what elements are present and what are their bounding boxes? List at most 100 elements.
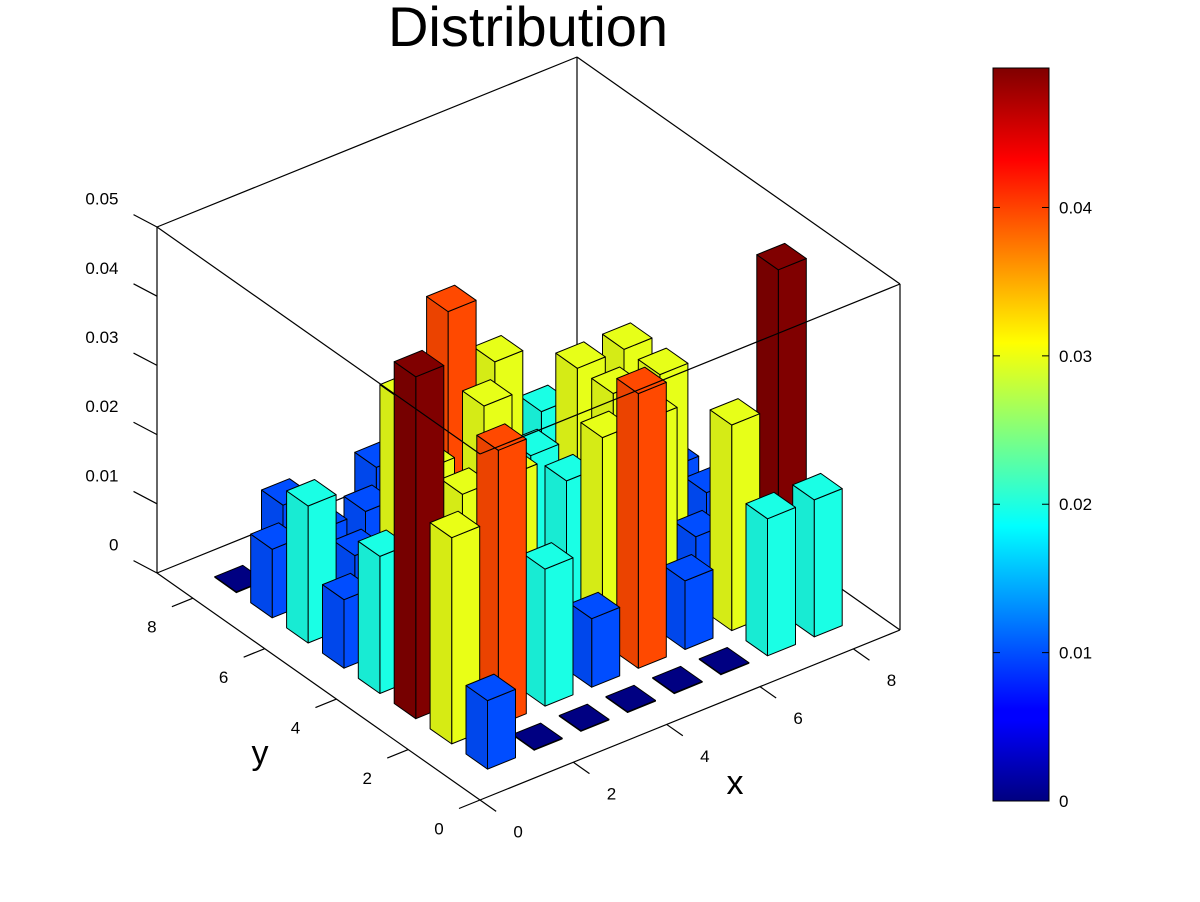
bar-face-top — [637, 347, 689, 376]
z-tick-mark — [133, 560, 158, 574]
colorbar: 0 0.01 0.02 0.03 0.04 — [992, 67, 1092, 811]
colorbar-tick-label: 0.01 — [1059, 644, 1092, 663]
bar — [652, 665, 703, 695]
bar-face-top — [792, 472, 843, 501]
bar-face-top — [569, 591, 621, 620]
colorbar-tick-label: 0.02 — [1059, 495, 1092, 514]
bar — [569, 591, 621, 688]
axis-ticks — [133, 214, 870, 812]
floor-edge-x — [479, 629, 901, 801]
z-tick-mark — [133, 490, 158, 505]
bar-face-top — [602, 322, 653, 350]
bar — [792, 472, 843, 638]
bar-face-top — [465, 673, 516, 702]
bar-face-top — [558, 703, 610, 732]
floor-edge-y — [156, 572, 481, 801]
x-tick-mark — [852, 648, 870, 661]
bar — [745, 491, 796, 657]
y-tick-label: 2 — [362, 769, 371, 788]
y-tick-label: 4 — [291, 719, 300, 738]
bar-face-front — [544, 557, 574, 707]
bar-face-front — [591, 606, 621, 688]
bar — [512, 722, 563, 751]
y-tick-label: 8 — [147, 618, 156, 637]
bar — [663, 554, 714, 650]
z-tick-mark — [133, 214, 158, 228]
bar-face-front — [813, 488, 843, 638]
top-edge-back-right — [576, 56, 901, 285]
x-tick-label: 6 — [793, 709, 802, 728]
bar-face-side — [393, 361, 417, 720]
bar-face-top — [745, 491, 796, 520]
y-axis-label: y — [252, 734, 269, 772]
bar-face-front — [684, 569, 714, 650]
z-tick-label: 0.03 — [85, 328, 118, 347]
bar-face-side — [286, 490, 309, 644]
bar-face-top — [663, 554, 714, 582]
y-tick-mark — [458, 799, 481, 810]
z-tick-mark — [133, 283, 158, 297]
x-tick-mark — [479, 799, 497, 812]
x-axis-label: x — [727, 764, 744, 802]
bar-face-top — [476, 423, 527, 451]
x-tick-label: 2 — [607, 785, 616, 804]
y-tick-mark — [315, 698, 337, 709]
bar — [465, 673, 516, 770]
bar-face-top — [756, 242, 807, 271]
bar — [558, 703, 610, 732]
z-tick-label: 0.02 — [85, 397, 118, 416]
bar-face-side — [357, 540, 381, 694]
z-tick-mark — [133, 352, 158, 366]
bar-face-front — [487, 688, 516, 770]
x-tick-label: 0 — [513, 822, 522, 841]
bar — [616, 366, 667, 669]
bar-face-top — [286, 479, 337, 507]
bar-face-top — [393, 349, 445, 378]
z-tick-label: 0.01 — [85, 466, 118, 485]
colorbar-tick-label: 0.03 — [1059, 347, 1092, 366]
bar-face-top — [555, 341, 606, 369]
bar-face-top — [698, 647, 750, 675]
bar — [476, 423, 527, 726]
z-tick-mark — [133, 421, 158, 436]
bar-face-top — [523, 542, 574, 570]
colorbar-tick-label: 0.04 — [1059, 198, 1092, 217]
bar-face-top — [512, 722, 563, 750]
bar — [698, 647, 750, 676]
bar-face-top — [472, 335, 524, 363]
bar-face-top — [709, 398, 761, 426]
bars-layer — [214, 242, 843, 770]
x-tick-mark — [666, 723, 684, 737]
bar-face-top — [605, 684, 656, 713]
z-tick-label: 0.04 — [85, 259, 118, 278]
bar-face-side — [745, 503, 768, 657]
y-tick-mark — [386, 748, 409, 759]
z-tick-label: 0.05 — [85, 190, 118, 209]
bar-face-top — [652, 665, 703, 694]
tick-labels: 0 2 4 6 8 0 2 4 6 8 0 0.01 0.02 0.03 0.04 0.05 — [85, 190, 896, 842]
bar-face-top — [426, 284, 477, 313]
axes-front-frame — [156, 226, 901, 455]
top-edge-front-right — [479, 283, 901, 455]
bar-face-side — [429, 522, 453, 745]
top-edge-back-left — [156, 56, 578, 228]
chart-title: Distribution — [388, 0, 668, 58]
y-tick-mark — [243, 648, 265, 658]
x-tick-label: 4 — [700, 747, 709, 766]
x-tick-mark — [759, 686, 777, 699]
bar — [523, 542, 574, 707]
bar-face-top — [616, 366, 667, 395]
colorbar-ticks: 0 0.01 0.02 0.03 0.04 — [993, 198, 1092, 811]
colorbar-gradient — [992, 67, 1050, 802]
bar-face-front — [637, 381, 667, 669]
x-tick-label: 8 — [887, 671, 896, 690]
x-tick-mark — [572, 761, 590, 775]
bar-face-top — [429, 510, 481, 539]
bar-face-front — [767, 506, 796, 657]
y-tick-mark — [171, 597, 194, 608]
bar — [605, 684, 656, 713]
y-tick-label: 6 — [219, 668, 228, 687]
z-tick-label: 0 — [109, 536, 118, 555]
y-tick-label: 0 — [434, 820, 443, 839]
top-edge-front-left — [156, 226, 481, 455]
